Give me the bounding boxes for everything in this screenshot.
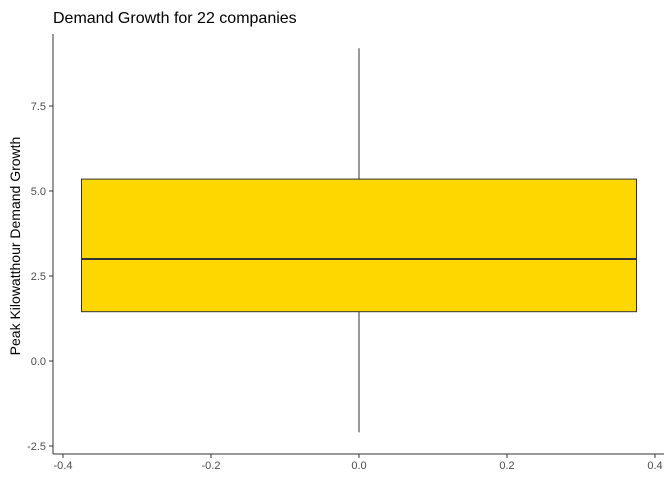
x-tick-label: 0.4 — [647, 460, 662, 472]
y-tick-label: 7.5 — [31, 101, 46, 113]
y-tick-label: 2.5 — [31, 271, 46, 283]
plot-area: -2.5 0.0 2.5 5.0 7.5 -0.4 -0.2 0.0 0.2 0.4 — [27, 34, 664, 472]
chart-title: Demand Growth for 22 companies — [53, 10, 297, 27]
y-axis-title: Peak Kilowatthour Demand Growth — [7, 137, 23, 356]
x-tick-label: 0.0 — [351, 460, 366, 472]
x-tick-label: -0.4 — [54, 460, 73, 472]
iqr-box — [81, 178, 637, 313]
y-tick-label: 0.0 — [31, 356, 46, 368]
y-tick-label: 5.0 — [31, 186, 46, 198]
y-tick-label: -2.5 — [27, 441, 46, 453]
x-tick-label: 0.2 — [499, 460, 514, 472]
x-tick-label: -0.2 — [202, 460, 221, 472]
